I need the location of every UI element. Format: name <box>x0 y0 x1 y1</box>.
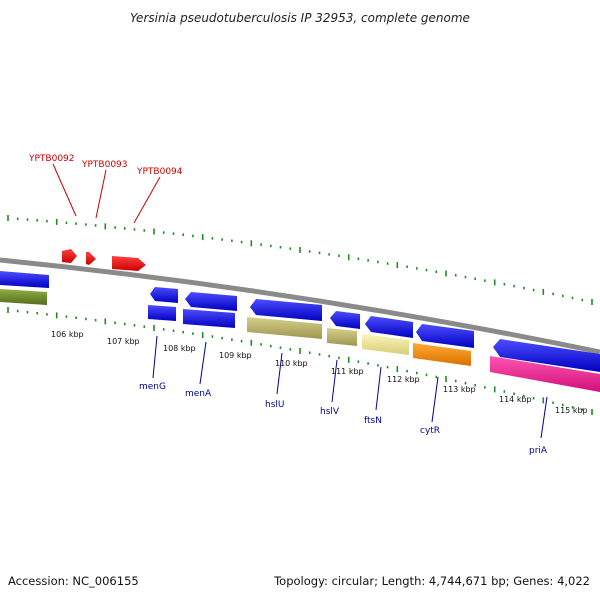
gene-YPTB0093[interactable] <box>86 252 96 265</box>
leader-line <box>152 335 158 379</box>
leader-line <box>540 396 548 439</box>
scale-label: 111 kbp <box>331 367 364 376</box>
gene-YPTB0092[interactable] <box>62 249 77 263</box>
leader-line <box>95 169 107 219</box>
gene-YPTB0094[interactable] <box>112 256 146 271</box>
scale-label: 108 kbp <box>163 344 196 353</box>
label-menA[interactable]: menA <box>185 389 212 399</box>
label-cytR[interactable]: cytR <box>420 426 440 436</box>
map-title: Yersinia pseudotuberculosis IP 32953, co… <box>130 11 470 25</box>
label-YPTB0094[interactable]: YPTB0094 <box>136 167 183 177</box>
genome-backbone <box>0 257 600 355</box>
label-YPTB0093[interactable]: YPTB0093 <box>81 160 128 170</box>
gene-hslV[interactable] <box>330 311 360 329</box>
forward-strand-genes <box>0 271 600 392</box>
gene-menG[interactable] <box>150 287 178 303</box>
leader-line <box>133 176 161 224</box>
leader-line <box>52 163 77 217</box>
gene-hslU[interactable] <box>250 299 322 321</box>
forward-gene-labels: menG menA hslU hslV ftsN cytR priA <box>139 335 548 456</box>
gene-left-olive[interactable] <box>0 289 47 305</box>
label-priA[interactable]: priA <box>529 446 548 456</box>
gene-hslV-khaki[interactable] <box>327 328 357 346</box>
leader-line <box>331 359 338 403</box>
scale-labels: 106 kbp 107 kbp 108 kbp 109 kbp 110 kbp … <box>51 330 588 415</box>
leader-line <box>276 352 283 395</box>
label-ftsN[interactable]: ftsN <box>364 416 382 426</box>
label-hslV[interactable]: hslV <box>320 407 340 417</box>
gene-cytR[interactable] <box>416 324 474 348</box>
leader-line <box>199 341 207 385</box>
accession-text: Accession: NC_006155 <box>8 574 139 588</box>
scale-label: 113 kbp <box>443 385 476 394</box>
gene-ftsN-pale[interactable] <box>362 334 409 355</box>
gene-priA-pink[interactable] <box>490 356 600 392</box>
scale-label: 109 kbp <box>219 351 252 360</box>
gene-menA[interactable] <box>185 292 237 311</box>
leader-line <box>375 366 382 411</box>
scale-label: 112 kbp <box>387 375 420 384</box>
outer-tick-ring <box>7 215 593 305</box>
gene-menA-2[interactable] <box>183 309 235 328</box>
gene-menG-2[interactable] <box>148 305 176 321</box>
label-hslU[interactable]: hslU <box>265 400 284 410</box>
label-YPTB0092[interactable]: YPTB0092 <box>28 154 75 164</box>
gene-left-blue[interactable] <box>0 271 49 288</box>
scale-label: 107 kbp <box>107 337 140 346</box>
gene-cytR-orange[interactable] <box>413 343 471 366</box>
scale-label: 114 kbp <box>499 395 532 404</box>
summary-text: Topology: circular; Length: 4,744,671 bp… <box>273 574 590 588</box>
label-menG[interactable]: menG <box>139 382 166 392</box>
scale-label: 110 kbp <box>275 359 308 368</box>
gene-ftsN[interactable] <box>365 316 413 338</box>
gene-priA[interactable] <box>493 339 600 372</box>
leader-line <box>431 376 439 423</box>
scale-label: 106 kbp <box>51 330 84 339</box>
reverse-gene-labels: YPTB0092 YPTB0093 YPTB0094 <box>28 154 183 224</box>
gene-hslU-khaki[interactable] <box>247 317 322 339</box>
scale-tick-ring <box>7 307 593 415</box>
scale-label: 115 kbp <box>555 406 588 415</box>
reverse-strand-genes <box>62 249 146 271</box>
